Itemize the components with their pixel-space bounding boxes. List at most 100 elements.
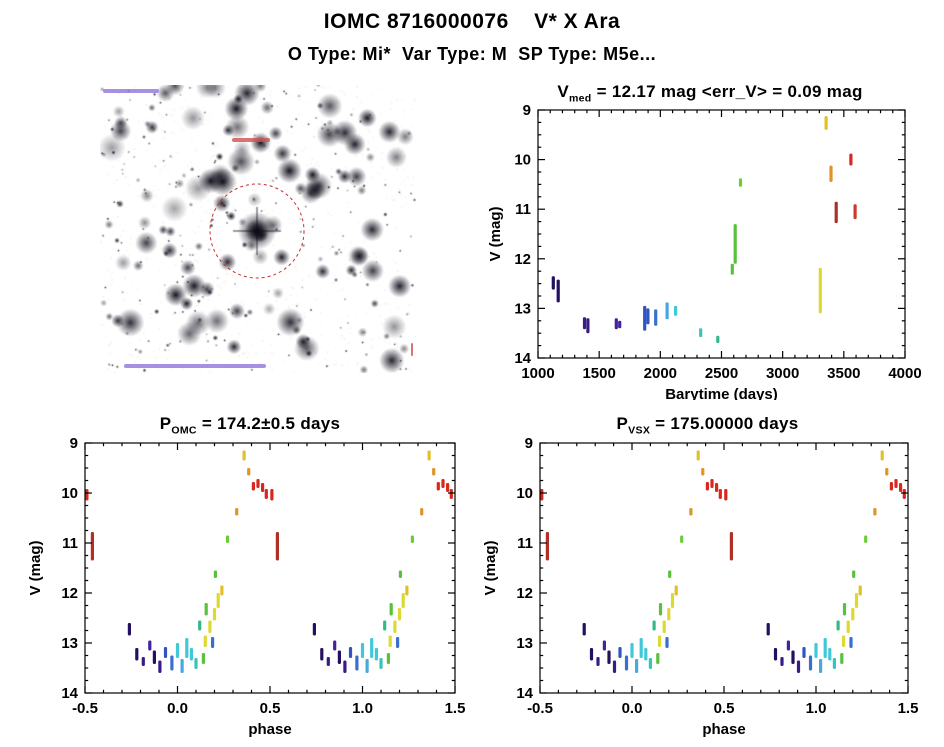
data-cluster xyxy=(853,204,857,220)
data-cluster xyxy=(646,308,650,325)
data-cluster xyxy=(203,635,207,647)
data-cluster xyxy=(851,608,855,621)
data-cluster xyxy=(802,647,806,658)
data-cluster xyxy=(716,335,720,344)
axes-layer xyxy=(537,109,906,359)
data-cluster xyxy=(852,570,856,578)
data-cluster xyxy=(388,635,392,647)
x-tick-label: 1.5 xyxy=(445,700,466,717)
data-cluster xyxy=(618,320,622,329)
data-cluster xyxy=(715,483,719,492)
y-tick-label: 13 xyxy=(514,300,531,317)
data-cluster xyxy=(410,535,414,543)
data-cluster xyxy=(383,620,387,631)
data-cluster xyxy=(216,593,220,608)
y-tick-label: 9 xyxy=(70,435,78,452)
data-cluster xyxy=(667,608,671,621)
data-cluster xyxy=(733,224,737,264)
data-cluster xyxy=(899,483,903,492)
data-cluster xyxy=(670,593,675,608)
x-tick-label: 4000 xyxy=(888,365,921,382)
y-tick-label: 11 xyxy=(517,535,533,552)
x-tick-label: -0.5 xyxy=(72,700,98,717)
data-cluster xyxy=(656,653,660,664)
data-cluster xyxy=(212,608,217,621)
title-sub: OMC xyxy=(171,424,197,437)
starfield-canvas xyxy=(100,85,416,373)
data-cluster xyxy=(696,450,700,461)
data-cluster xyxy=(420,508,424,516)
x-tick-label: 1.0 xyxy=(806,700,827,717)
data-cluster xyxy=(842,635,846,647)
y-tick-label: 9 xyxy=(525,435,533,452)
data-cluster xyxy=(432,468,436,476)
data-cluster xyxy=(545,532,549,561)
x-tick-label: 3000 xyxy=(766,365,799,382)
data-cluster xyxy=(889,482,893,491)
x-tick-label: 1000 xyxy=(521,365,554,382)
data-cluster xyxy=(624,655,629,671)
labels-layer: -0.5 0.0 0.5 1.0 1.5 9 10 11 12 13 14 phase V (mag) xyxy=(27,435,465,738)
data-cluster xyxy=(355,655,359,671)
data-cluster xyxy=(261,483,265,492)
data-cluster xyxy=(596,657,600,666)
data-cluster xyxy=(152,650,156,664)
y-tick-label: 11 xyxy=(62,535,78,552)
data-cluster xyxy=(654,309,658,326)
data-cluster xyxy=(405,585,409,596)
x-tick-label: 0.0 xyxy=(622,700,643,717)
annotation-mark-bottom xyxy=(124,364,266,368)
annotation-mark-top-left xyxy=(103,89,159,93)
data-cluster xyxy=(729,532,733,561)
y-tick-label: 12 xyxy=(61,585,78,602)
x-tick-label: 0.5 xyxy=(714,700,735,717)
y-axis-label: V (mag) xyxy=(27,540,44,595)
data-cluster xyxy=(370,638,374,658)
annotation-mark-right-tick xyxy=(411,343,413,356)
data-cluster xyxy=(902,489,906,499)
data-cluster xyxy=(242,450,246,461)
data-cluster xyxy=(832,658,836,669)
x-tick-label: 0.5 xyxy=(260,700,281,717)
axes-layer xyxy=(539,442,909,694)
data-cluster xyxy=(343,660,347,673)
lightcurve-title: Vmed = 12.17 mag <err_V> = 0.09 mag xyxy=(480,82,940,104)
data-cluster xyxy=(607,650,611,664)
data-cluster xyxy=(846,620,850,633)
y-tick-label: 14 xyxy=(61,685,78,702)
data-cluster xyxy=(834,201,838,224)
data-cluster xyxy=(854,593,859,608)
title-post: = 12.17 mag <err_V> = 0.09 mag xyxy=(591,82,863,101)
data-cluster xyxy=(602,640,606,651)
data-cluster xyxy=(849,637,853,648)
data-cluster xyxy=(127,623,131,636)
data-cluster xyxy=(689,508,693,516)
data-cluster xyxy=(643,305,647,331)
data-cluster xyxy=(786,640,790,651)
data-points-layer xyxy=(85,450,453,673)
data-cluster xyxy=(808,655,813,671)
data-cluster xyxy=(436,482,440,491)
data-cluster xyxy=(665,637,669,648)
plot-frame xyxy=(539,442,909,694)
data-cluster xyxy=(270,489,274,501)
data-cluster xyxy=(333,640,337,651)
data-cluster xyxy=(556,279,560,303)
data-cluster xyxy=(141,657,145,666)
title-post: = 175.00000 days xyxy=(650,414,799,433)
data-cluster xyxy=(551,276,555,290)
data-cluster xyxy=(247,468,251,476)
y-tick-label: 10 xyxy=(514,152,531,169)
data-cluster xyxy=(379,658,383,669)
x-tick-label: 1.5 xyxy=(898,700,919,717)
data-cluster xyxy=(582,623,586,636)
data-cluster xyxy=(873,508,877,516)
y-tick-label: 9 xyxy=(523,102,531,119)
title-pre: V xyxy=(557,82,569,101)
data-cluster xyxy=(840,653,844,664)
data-cluster xyxy=(705,482,709,491)
data-cluster xyxy=(180,659,184,673)
data-cluster xyxy=(225,535,230,543)
data-cluster xyxy=(738,178,743,187)
data-cluster xyxy=(836,620,840,631)
